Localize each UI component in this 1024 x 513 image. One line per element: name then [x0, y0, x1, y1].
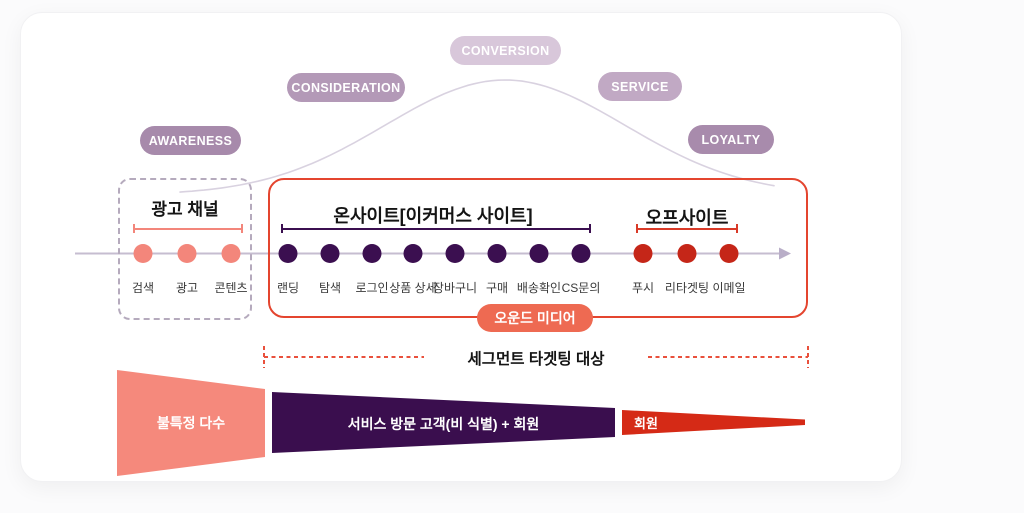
label-ad: 광고	[175, 281, 199, 295]
ad-channel-title: 광고 채널	[151, 200, 219, 219]
dot-delivery-confirm	[529, 244, 549, 263]
offsite-bracket	[636, 224, 738, 233]
funnel-label-members: 회원	[634, 416, 658, 431]
dot-email	[719, 244, 739, 263]
label-login: 로그인	[355, 281, 389, 295]
stage-pill-loyalty: LOYALTY	[688, 125, 774, 154]
stage-pill-consideration: CONSIDERATION	[287, 73, 405, 102]
dot-content	[221, 244, 241, 263]
dot-retargeting	[677, 244, 697, 263]
label-explore: 탐색	[318, 281, 342, 295]
stage-pill-awareness: AWARENESS	[140, 126, 241, 155]
dot-cart	[445, 244, 465, 263]
segment-targeting-label: 세그먼트 타겟팅 대상	[467, 351, 605, 368]
dot-purchase	[487, 244, 507, 263]
funnel-label-unspecified-mass: 불특정 다수	[156, 415, 226, 431]
timeline-arrowhead-icon	[779, 247, 791, 260]
onsite-bracket	[281, 224, 591, 233]
label-cs-inquiry: CS문의	[561, 281, 601, 295]
stage-pill-conversion: CONVERSION	[450, 36, 561, 65]
dot-push	[633, 244, 653, 263]
dot-login	[362, 244, 382, 263]
dot-product-detail	[403, 244, 423, 263]
offsite-title: 오프사이트	[645, 208, 729, 228]
label-cart: 장바구니	[432, 281, 478, 295]
dot-search	[133, 244, 153, 263]
label-landing: 랜딩	[276, 281, 300, 295]
label-delivery-confirm: 배송확인	[516, 281, 562, 295]
dot-landing	[278, 244, 298, 263]
label-search: 검색	[131, 281, 155, 295]
label-purchase: 구매	[485, 281, 509, 295]
label-product-detail: 상품 상세	[389, 281, 437, 295]
ad-channel-box	[118, 178, 252, 320]
funnel-shape-unspecified-mass	[117, 370, 265, 476]
onsite-title: 온사이트[이커머스 사이트]	[333, 206, 533, 226]
dot-explore	[320, 244, 340, 263]
dot-cs-inquiry	[571, 244, 591, 263]
label-push: 푸시	[631, 281, 655, 295]
label-retargeting: 리타겟팅	[664, 281, 710, 295]
journey-bell-curve	[179, 79, 775, 193]
stage-pill-service: SERVICE	[598, 72, 682, 101]
funnel-label-visitors-members: 서비스 방문 고객(비 식별) + 회원	[347, 416, 540, 432]
label-content: 콘텐츠	[214, 281, 248, 295]
owned-media-badge: 오운드 미디어	[477, 304, 593, 332]
funnel-shape-visitors-members	[272, 392, 615, 453]
funnel-shape-members	[622, 410, 805, 435]
ad-channel-bracket	[133, 224, 243, 233]
label-email: 이메일	[712, 281, 746, 295]
dot-ad	[177, 244, 197, 263]
